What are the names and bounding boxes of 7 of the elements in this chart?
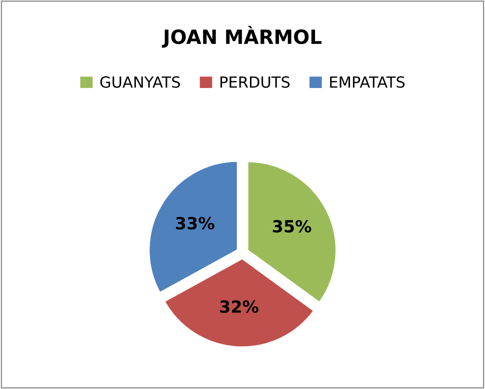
chart-title: JOAN MÀRMOL xyxy=(162,26,322,48)
data-label: 35% xyxy=(272,220,312,233)
data-label: 32% xyxy=(220,300,258,313)
legend-label: EMPATATS xyxy=(330,76,405,88)
data-label: 33% xyxy=(176,216,214,230)
legend-label: GUANYATS xyxy=(100,76,180,88)
legend-label: PERDUTS xyxy=(220,76,290,88)
